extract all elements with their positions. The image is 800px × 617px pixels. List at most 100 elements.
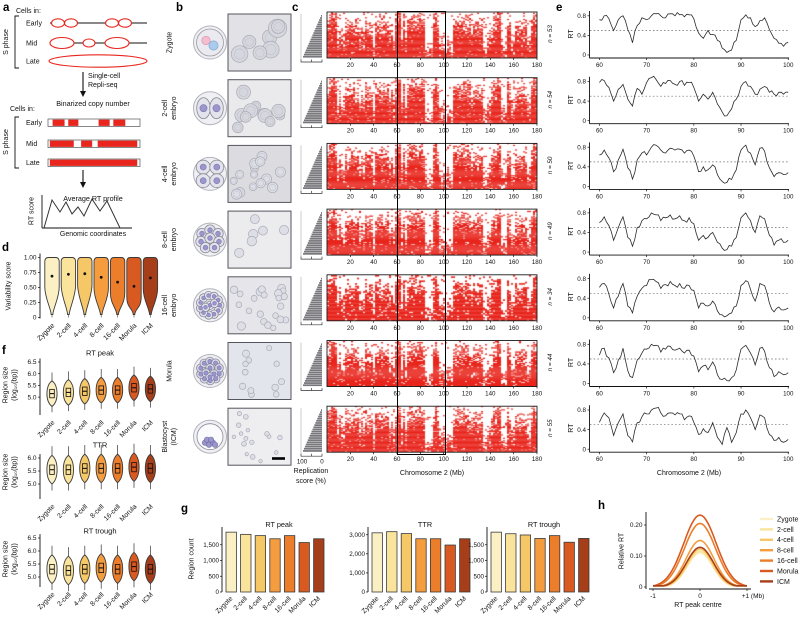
stage-tick-label: Zygote	[480, 595, 500, 615]
embryo-cell-photo	[258, 459, 263, 464]
stage-tick-label: Zygote	[37, 503, 57, 523]
y-tick-label: 6.5	[27, 359, 36, 366]
scale-bar	[272, 457, 285, 460]
bar	[225, 531, 237, 593]
x-tick-label: 140	[485, 62, 496, 69]
hist-bar	[307, 307, 322, 310]
replication-bubble	[117, 18, 133, 28]
x-tick-label: 120	[462, 259, 473, 266]
x-tick-label: 60	[596, 128, 603, 135]
hist-bar	[306, 178, 322, 181]
female-pronucleus	[201, 35, 211, 46]
region-size-axis-label-2b: (log₁₀(bp))	[11, 456, 19, 488]
hist-bar	[315, 422, 322, 424]
nucleus	[213, 360, 218, 366]
region-size-axis-label-1a: Region size	[2, 366, 10, 404]
x-tick-label: 180	[532, 62, 543, 69]
y-tick-label: 1,500	[203, 542, 219, 549]
panel-letter-g: g	[181, 503, 189, 515]
hist-bar	[316, 25, 322, 28]
violin	[93, 257, 109, 315]
region-size-axis-label-3b: (log₁₀(bp))	[11, 543, 19, 575]
hist-bar	[304, 117, 322, 119]
y-tick-label: 0	[582, 52, 586, 59]
y-tick-label: 0	[639, 584, 643, 591]
nucleus	[216, 371, 222, 377]
hist-bar	[314, 358, 322, 361]
hist-bar	[306, 441, 322, 444]
metaprofile-curve	[653, 546, 747, 587]
y-tick-label: 1,000	[349, 570, 365, 577]
nucleus	[201, 360, 207, 366]
stage-label: Blastocyst	[162, 421, 169, 453]
hist-bar	[303, 185, 322, 187]
embryo-cell-photo	[272, 391, 280, 398]
nucleus	[203, 305, 208, 310]
embryo-cell-photo	[264, 431, 270, 437]
panel-h-metaprofile: 0 0.10 0.20 -1 0 +1 (Mb) Zygote 2-cell 4-cell 8-c…	[630, 512, 799, 600]
panel-letter-d: d	[2, 242, 10, 254]
embryo-cell-photo	[271, 103, 286, 119]
n-cells-label: n = 44	[547, 353, 554, 371]
x-tick-label: 160	[509, 193, 520, 200]
stage-tick-label: 4-cell	[73, 503, 90, 520]
bar	[240, 533, 252, 593]
cell-texture	[269, 183, 277, 192]
x-tick-label: 80	[690, 193, 697, 200]
x-tick-label: 180	[532, 128, 543, 135]
bar	[578, 538, 590, 593]
x-tick-label: 180	[532, 325, 543, 332]
cell-texture	[255, 48, 265, 58]
bar	[519, 534, 532, 593]
cell-texture	[236, 171, 243, 178]
x-tick-label: 60	[596, 62, 603, 69]
hist-bar	[313, 360, 322, 363]
hist-bar	[313, 97, 322, 100]
embryo-cell-photo	[273, 450, 279, 455]
stage-tick-label: 4-cell	[512, 595, 529, 612]
stage-tick-label: ICM	[308, 595, 322, 609]
hist-bar	[315, 356, 322, 359]
replicated-segment	[68, 119, 79, 126]
stage-tick-label: Zygote	[36, 322, 56, 342]
rt-profile-line	[599, 343, 789, 382]
x-tick-label: 120	[462, 193, 473, 200]
y-tick-label: 5.0	[27, 574, 36, 581]
stage-tick-label: Zygote	[215, 595, 235, 615]
replication-bubble	[63, 18, 79, 28]
nucleus	[198, 238, 204, 245]
x-tick-label: 100	[783, 456, 794, 463]
y-tick-label: 0.8	[577, 210, 586, 217]
stage-tick-label: Morula	[119, 591, 139, 611]
hist-bar	[321, 80, 322, 83]
embryo-cell-photo	[273, 360, 280, 367]
hist-bar	[316, 354, 322, 356]
x-tick-label: 100	[783, 391, 794, 398]
replication-bubble	[50, 18, 66, 28]
y-tick-label: 0	[582, 381, 586, 388]
y-tick-label: 0.8	[577, 79, 586, 86]
hist-bar	[318, 152, 322, 155]
x-tick-label: 40	[370, 259, 377, 266]
nucleus	[211, 244, 218, 251]
stage-tick-label: ICM	[141, 419, 155, 433]
x-tick-label: -1	[650, 593, 656, 600]
hist-bar	[308, 305, 322, 308]
hist-bar	[314, 227, 322, 229]
microscopy-image	[227, 210, 292, 269]
rt-peak-centre-axis-label: RT peak centre	[674, 602, 722, 609]
hist-bar	[315, 159, 322, 162]
hist-bar	[305, 180, 322, 183]
n-cells-label: n = 34	[547, 287, 554, 305]
x-tick-label: 20	[347, 193, 354, 200]
embryo-cell-photo	[246, 236, 257, 247]
hist-bar	[312, 231, 322, 234]
x-tick-label: 40	[370, 325, 377, 332]
y-tick-label: 0	[33, 315, 37, 322]
hist-bar	[305, 443, 322, 446]
x-tick-label: 60	[596, 193, 603, 200]
hist-bar	[305, 246, 322, 249]
y-tick-label: 0	[582, 446, 586, 453]
hist-bar	[317, 220, 322, 223]
embryo-cell-photo	[236, 422, 242, 428]
